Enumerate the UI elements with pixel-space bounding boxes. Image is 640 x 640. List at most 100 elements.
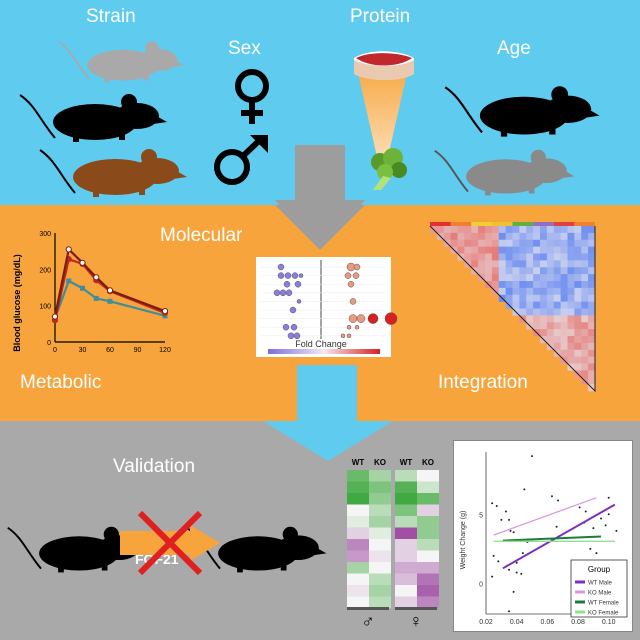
correlation-cell xyxy=(574,232,582,241)
correlation-cell xyxy=(464,246,472,254)
black-old-mouse-icon xyxy=(444,85,601,138)
data-point xyxy=(495,505,498,507)
correlation-cell xyxy=(567,274,575,282)
up-regulated-dot xyxy=(349,298,357,305)
down-regulated-dot xyxy=(284,272,292,279)
correlation-cell xyxy=(567,336,575,344)
up-regulated-dot xyxy=(340,333,346,339)
correlation-cell xyxy=(540,322,548,330)
correlation-cell xyxy=(519,253,527,261)
correlation-cell xyxy=(519,267,527,275)
series-line xyxy=(53,247,166,317)
correlation-cell xyxy=(533,246,541,254)
heatmap-cell xyxy=(395,596,417,609)
heatmap-cell xyxy=(395,493,417,505)
correlation-cell xyxy=(491,246,500,254)
correlation-cell xyxy=(519,226,527,234)
data-point xyxy=(512,531,515,534)
heatmap-cell xyxy=(347,470,369,482)
data-point xyxy=(161,308,169,315)
correlation-cell xyxy=(553,329,561,337)
down-regulated-dot xyxy=(273,289,281,297)
heatmap-cell xyxy=(369,516,391,528)
data-point xyxy=(521,552,524,555)
heatmap-cell xyxy=(347,516,369,528)
x-tick-label: 120 xyxy=(159,347,171,354)
correlation-cell xyxy=(574,281,582,289)
correlation-cell xyxy=(526,226,534,234)
correlation-cell xyxy=(574,239,582,247)
x-tick-label: 0.10 xyxy=(602,619,616,626)
data-point xyxy=(607,496,610,499)
broccoli-icon xyxy=(371,148,407,190)
heatmap-cell xyxy=(369,527,391,540)
down-regulated-dot xyxy=(283,280,291,288)
correlation-cell xyxy=(526,246,534,254)
down-regulated-dot xyxy=(291,272,299,279)
correlation-cell xyxy=(588,239,596,247)
correlation-cell xyxy=(560,336,568,344)
correlation-cell xyxy=(546,336,555,344)
heatmap-cell xyxy=(369,596,391,609)
correlation-cell xyxy=(533,294,541,302)
wildtype-mouse-icon xyxy=(6,525,149,574)
protein-gradient-cone xyxy=(355,60,410,170)
down-regulated-dot xyxy=(282,323,290,331)
correlation-cell xyxy=(553,301,561,309)
correlation-cell xyxy=(485,226,493,234)
correlation-cell xyxy=(485,267,493,275)
x-tick-label: 0.04 xyxy=(510,619,524,626)
correlation-cell xyxy=(443,232,451,241)
correlation-cell xyxy=(574,356,582,364)
column-label: KO xyxy=(374,458,386,467)
correlation-cell xyxy=(588,370,596,378)
correlation-cell xyxy=(553,274,561,282)
heatmap-cell xyxy=(417,573,439,586)
data-point xyxy=(107,298,113,304)
down-regulated-dot xyxy=(287,332,295,340)
red-x-icon xyxy=(137,510,203,576)
correlation-cell xyxy=(574,329,582,337)
correlation-cell xyxy=(526,232,534,241)
correlation-cell xyxy=(512,260,520,268)
data-point xyxy=(600,517,603,520)
integration-label: Integration xyxy=(438,372,528,393)
gray-young-mouse-icon xyxy=(433,148,576,197)
correlation-cell xyxy=(526,274,534,282)
x-tick-label: 0.06 xyxy=(541,619,555,626)
data-point xyxy=(508,518,511,521)
correlation-cell xyxy=(540,246,548,254)
correlation-cell xyxy=(581,301,589,309)
correlation-cell xyxy=(457,246,465,254)
correlation-cell xyxy=(581,253,589,261)
correlation-cell xyxy=(519,308,527,316)
correlation-cell xyxy=(498,253,506,261)
correlation-cell xyxy=(471,246,479,254)
correlation-cell xyxy=(505,239,513,247)
correlation-cell xyxy=(505,294,513,302)
correlation-cell xyxy=(519,281,527,289)
correlation-cell xyxy=(443,226,451,234)
data-point xyxy=(509,529,512,532)
correlation-cell xyxy=(567,246,575,254)
heatmap-cell xyxy=(369,562,391,574)
heatmap-cell xyxy=(417,516,439,528)
heatmap-cell xyxy=(395,562,417,574)
data-point xyxy=(584,510,587,513)
correlation-cell xyxy=(560,253,568,261)
down-regulated-dot xyxy=(277,263,285,271)
correlation-cell xyxy=(581,329,589,337)
correlation-cell xyxy=(560,308,568,316)
down-arrow-blue-tip xyxy=(263,421,393,461)
correlation-cell xyxy=(588,336,596,344)
correlation-cell xyxy=(540,232,548,241)
correlation-cell xyxy=(553,253,561,261)
data-point xyxy=(93,295,99,301)
male-group-bar xyxy=(347,607,389,610)
correlation-cell xyxy=(567,308,575,316)
data-point xyxy=(595,552,598,555)
correlation-cell xyxy=(505,287,513,296)
heatmap-cell xyxy=(347,539,369,551)
correlation-cell xyxy=(478,226,486,234)
correlation-cell xyxy=(512,239,520,247)
